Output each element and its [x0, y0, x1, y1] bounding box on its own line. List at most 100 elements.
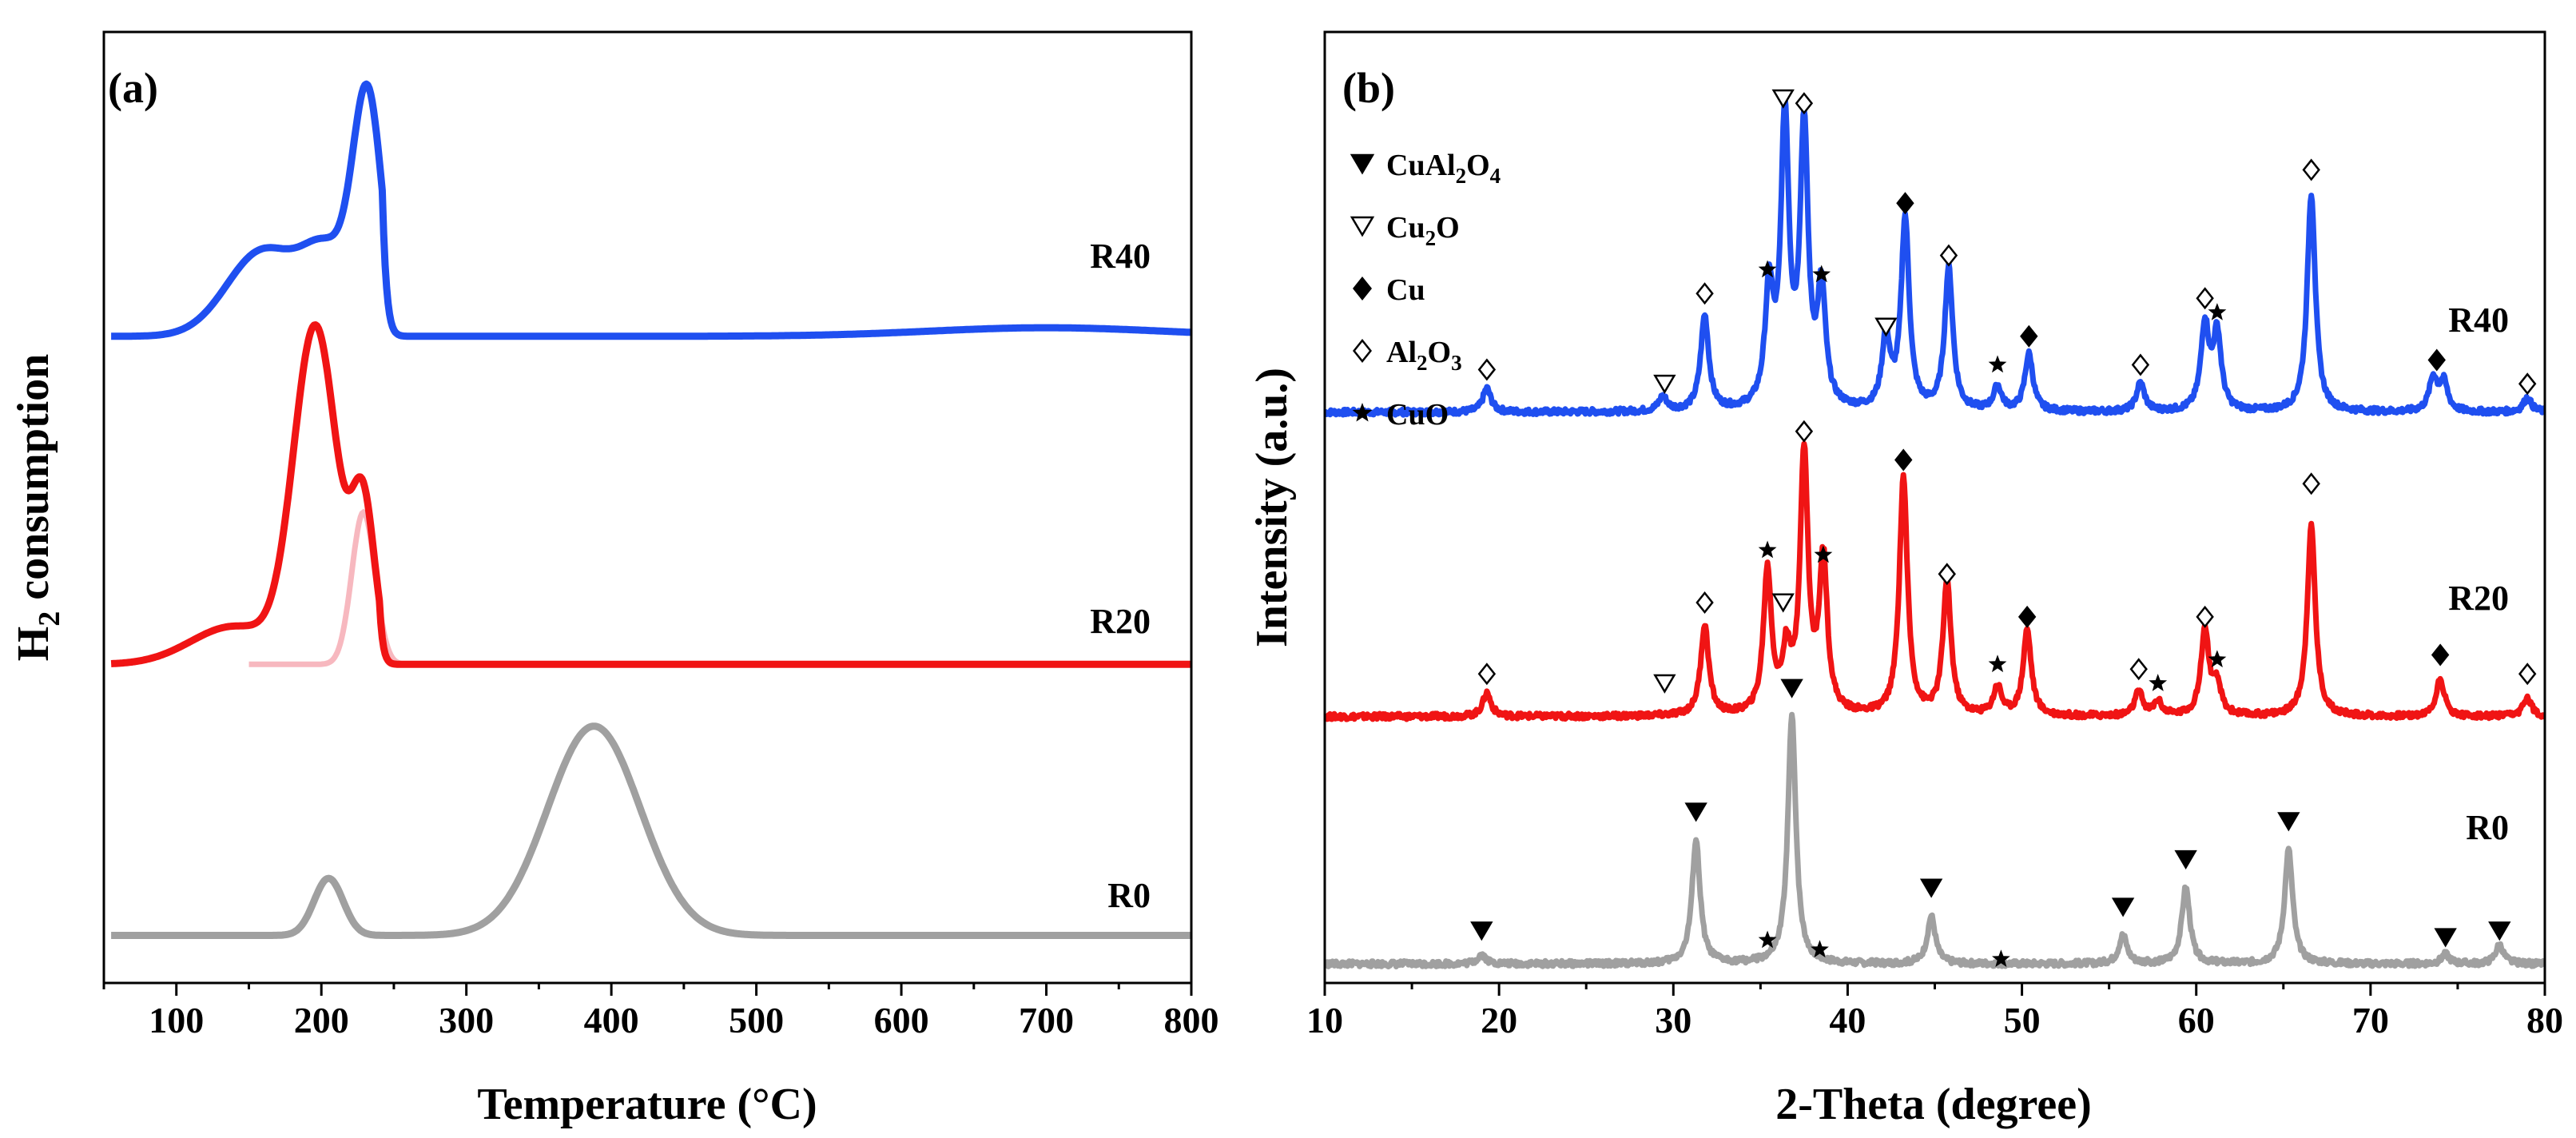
x-tick-label: 500: [729, 1000, 784, 1041]
marker-star: [2208, 650, 2227, 668]
x-tick-label: 800: [1164, 1000, 1219, 1041]
legend-marker-tri-down-filled: [1350, 153, 1375, 175]
marker-star: [1758, 260, 1777, 278]
marker-tri-down-filled: [1919, 878, 1943, 898]
legend: CuAl2O4 Cu2O Cu Al2O3 CuO: [1350, 149, 1501, 432]
marker-tri-down-filled: [2174, 850, 2197, 869]
series-label-r20: R20: [2448, 579, 2509, 618]
legend-marker-tri-down-open: [1350, 216, 1375, 237]
marker-diamond-filled: [2431, 643, 2450, 666]
marker-diamond-filled: [2020, 324, 2038, 348]
panel-b-frame: [1323, 30, 2546, 985]
xrd-curves: [1325, 94, 2545, 969]
marker-diamond-filled: [2427, 348, 2446, 372]
tpr-line-r20: [109, 321, 1191, 668]
marker-diamond-filled: [1894, 448, 1913, 472]
marker-star: [1992, 949, 2010, 967]
legend-entry: Cu: [1352, 273, 1425, 307]
x-tick-label: 40: [1829, 1000, 1866, 1041]
xrd-line-r40: [1325, 94, 2545, 418]
x-tick-label: 300: [439, 1000, 494, 1041]
x-tick-label: 20: [1481, 1000, 1517, 1041]
series-label-r40: R40: [2448, 300, 2509, 340]
marker-diamond-open: [2518, 663, 2537, 686]
legend-label: CuO: [1386, 398, 1449, 432]
panel-a-x-ticks: 100 200 300 400 500 600 700 800: [102, 983, 1219, 1041]
x-tick-label: 400: [584, 1000, 639, 1041]
marker-diamond-open: [1939, 244, 1958, 267]
legend-label: Cu: [1386, 273, 1425, 307]
x-tick-label: 100: [149, 1000, 204, 1041]
panel-b: 10 20 30 40 50 60 70 80 (b) CuAl2O4Cu2OCuAl2O3C…: [1247, 30, 2563, 1129]
marker-tri-down-open: [1771, 89, 1795, 109]
marker-star: [1758, 930, 1777, 949]
legend-marker-diamond-open: [1352, 338, 1373, 364]
marker-tri-down-filled: [1780, 678, 1803, 698]
xrd-line-r20: [1325, 440, 2545, 722]
panel-b-label: (b): [1342, 64, 1395, 112]
marker-star: [1988, 355, 2007, 373]
panel-a-frame: [102, 30, 1193, 985]
marker-diamond-open: [2196, 605, 2214, 628]
xrd-line-r0: [1325, 711, 2545, 969]
marker-tri-down-filled: [1684, 802, 1707, 822]
tpr-line-r0: [109, 722, 1191, 939]
marker-diamond-open: [1795, 420, 1814, 443]
marker-star: [1758, 540, 1777, 559]
tpr-curves: [109, 80, 1191, 939]
marker-tri-down-filled: [2434, 928, 2457, 948]
legend-marker-diamond-filled: [1352, 276, 1373, 301]
marker-star: [1811, 940, 1829, 958]
x-tick-label: 70: [2352, 1000, 2389, 1041]
legend-marker-star: [1352, 403, 1373, 422]
marker-tri-down-filled: [1470, 921, 1493, 941]
marker-diamond-open: [2302, 472, 2320, 495]
panel-a: 100 200 300 400 500 600 700 800 (a) R40 R20 R0 …: [9, 30, 1219, 1129]
marker-star: [1814, 545, 1833, 563]
marker-star: [2149, 674, 2168, 691]
series-label-r20: R20: [1090, 602, 1151, 641]
legend-entry: CuO: [1352, 398, 1449, 432]
marker-diamond-open: [2196, 287, 2214, 310]
marker-diamond-filled: [1896, 192, 1914, 215]
panel-a-y-axis-title: H2 consumption: [9, 354, 66, 662]
marker-diamond-open: [1795, 92, 1814, 115]
panel-b-y-axis-title: Intensity (a.u.): [1247, 368, 1297, 647]
marker-star: [1812, 265, 1831, 283]
panel-b-x-ticks: 10 20 30 40 50 60 70 80: [1306, 983, 2563, 1041]
x-tick-label: 700: [1019, 1000, 1074, 1041]
marker-tri-down-open: [1771, 593, 1795, 613]
series-label-r0: R0: [2466, 808, 2509, 847]
marker-diamond-open: [1477, 358, 1497, 381]
legend-label: Cu2O: [1386, 211, 1460, 250]
x-tick-label: 200: [294, 1000, 349, 1041]
panel-a-x-axis-title: Temperature (°C): [477, 1080, 817, 1129]
legend-label: CuAl2O4: [1386, 149, 1501, 188]
marker-star: [2208, 303, 2227, 320]
marker-diamond-open: [1477, 663, 1497, 686]
panel-a-label: (a): [108, 64, 158, 112]
marker-diamond-open: [2129, 658, 2148, 681]
marker-tri-down-filled: [2277, 812, 2300, 832]
marker-diamond-open: [1938, 563, 1956, 586]
x-tick-label: 50: [2004, 1000, 2041, 1041]
marker-diamond-filled: [2017, 605, 2037, 628]
marker-tri-down-open: [1653, 374, 1676, 394]
x-tick-label: 30: [1655, 1000, 1691, 1041]
x-tick-label: 80: [2526, 1000, 2563, 1041]
marker-diamond-open: [1695, 591, 1714, 615]
marker-diamond-open: [1695, 282, 1714, 305]
phase-markers: [1470, 89, 2537, 967]
marker-tri-down-open: [1653, 674, 1676, 694]
series-label-r0: R0: [1107, 876, 1151, 915]
marker-diamond-open: [2518, 372, 2537, 396]
x-tick-label: 60: [2178, 1000, 2215, 1041]
marker-diamond-open: [2302, 158, 2320, 181]
legend-entry: Al2O3: [1352, 336, 1462, 375]
legend-entry: Cu2O: [1350, 211, 1460, 250]
marker-tri-down-open: [1874, 317, 1898, 337]
x-tick-label: 10: [1306, 1000, 1343, 1041]
series-label-r40: R40: [1090, 237, 1151, 276]
legend-entry: CuAl2O4: [1350, 149, 1501, 188]
panel-b-x-axis-title: 2-Theta (degree): [1775, 1080, 2092, 1129]
